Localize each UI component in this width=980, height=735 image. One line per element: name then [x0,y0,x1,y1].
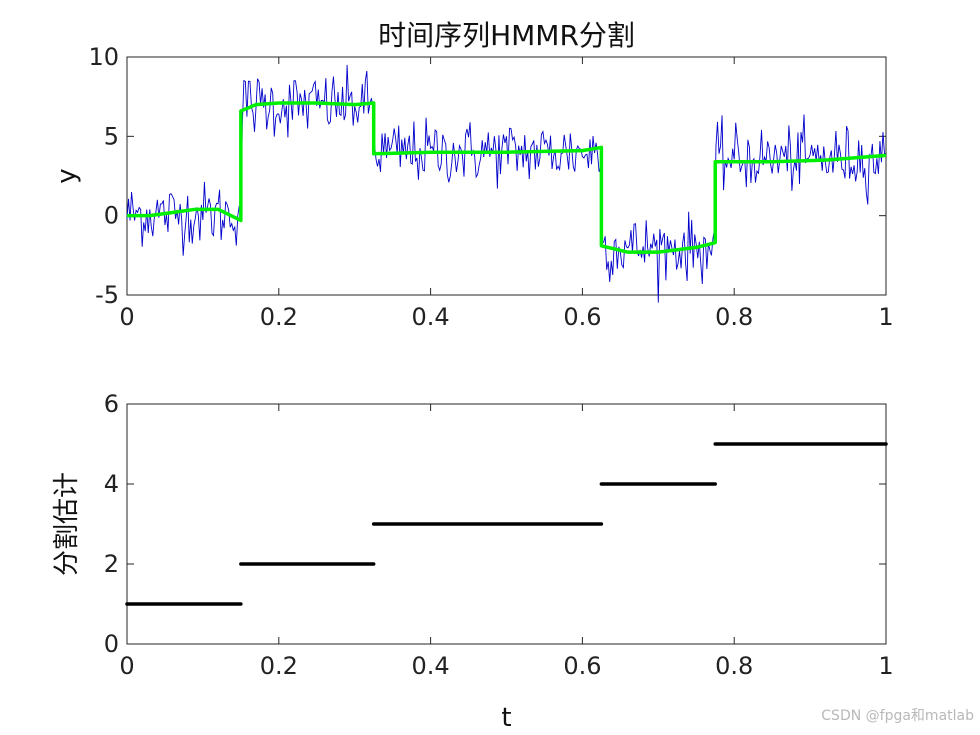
watermark: CSDN @fpga和matlab [821,708,974,724]
x-tick-label: 0.4 [412,652,450,680]
y-tick-label: 0 [104,202,119,230]
bottom-axes: 0 0.2 0.4 0.6 0.8 1 0 2 4 6 t 分割估计 [52,390,894,733]
y-tick-label: 10 [88,43,119,71]
x-tick-label: 0 [119,652,134,680]
x-tick-label: 0.8 [715,652,753,680]
y-tick-label: 4 [104,470,119,498]
y-axis-label: 分割估计 [52,472,82,576]
y-tick-label: 5 [104,122,119,150]
x-tick-label: 0.2 [260,652,298,680]
x-tick-label: 0.4 [412,303,450,331]
axes-box [126,403,887,645]
x-tick-label: 0.2 [260,303,298,331]
x-axis-label: t [501,703,511,733]
fitted-regime-line [127,101,887,254]
y-axis-label: y [52,168,82,183]
x-tick-label: 0.6 [563,652,601,680]
y-tick-label: 6 [104,390,119,418]
x-tick-label: 0 [119,303,134,331]
y-tick-label: -5 [95,281,119,309]
y-tick-label: 2 [104,550,119,578]
axes-box [126,56,887,296]
y-tick-label: 0 [104,630,119,658]
chart-title: 时间序列HMMR分割 [378,19,635,52]
x-tick-label: 0.8 [715,303,753,331]
x-tick-label: 1 [878,303,893,331]
x-tick-label: 1 [878,652,893,680]
x-tick-label: 0.6 [563,303,601,331]
